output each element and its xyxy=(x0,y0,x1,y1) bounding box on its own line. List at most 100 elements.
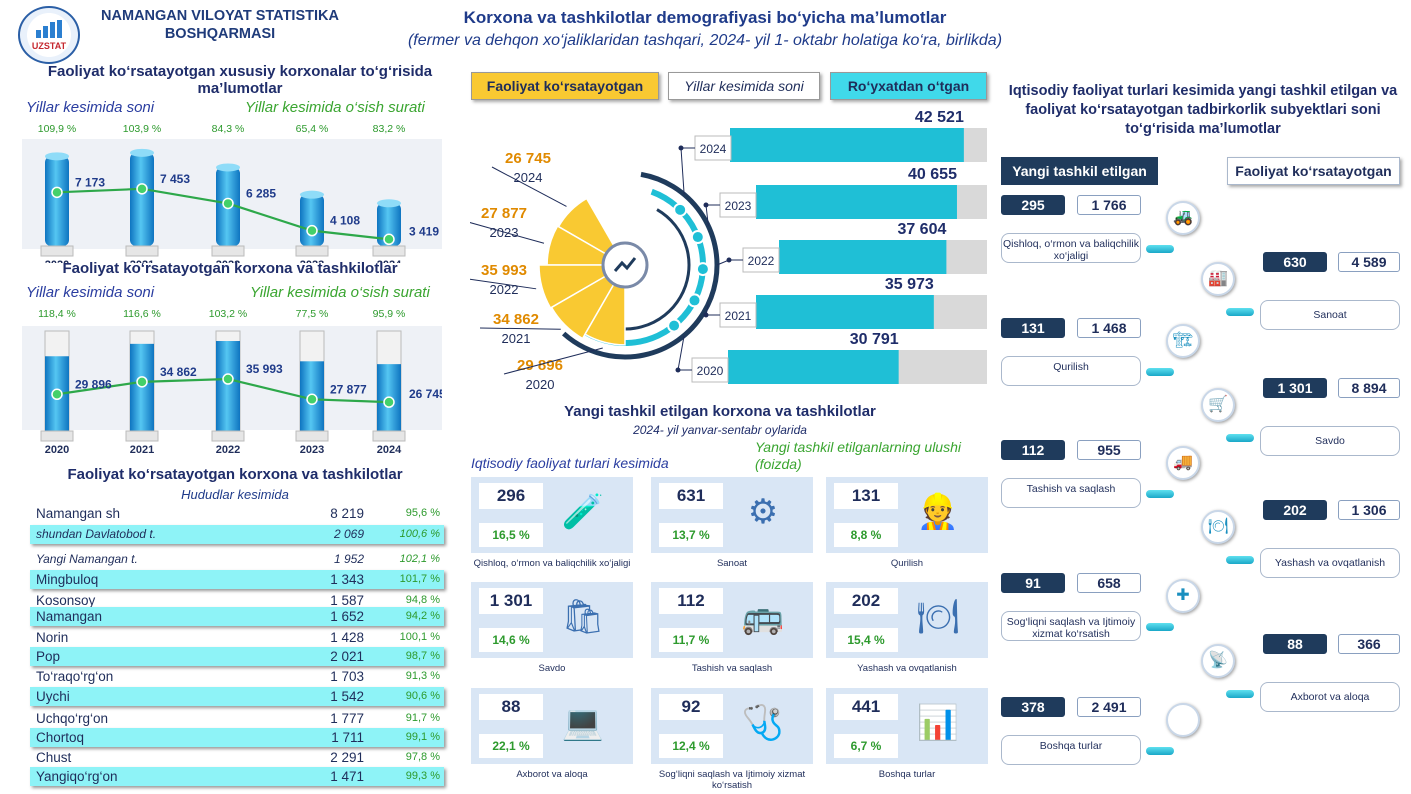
connector-pill xyxy=(1146,368,1174,376)
new-count: 91 xyxy=(1001,573,1065,593)
private-enterprises-title: Faoliyat ko‘rsatayotgan xususiy korxonal… xyxy=(47,63,433,97)
hbar-year-box xyxy=(691,357,729,383)
year-label: 2023 xyxy=(300,444,324,456)
bar-2020 xyxy=(45,156,69,246)
region-name: Chortoq xyxy=(36,730,85,745)
tile-caption: Axborot va aloqa xyxy=(516,769,588,780)
new-count: 202 xyxy=(1263,500,1327,520)
region-pct: 100,1 % xyxy=(399,631,440,643)
activity-tile: 631 13,7 % ⚙ xyxy=(651,477,813,553)
growth-label: 103,9 % xyxy=(123,123,162,135)
region-value: 1 471 xyxy=(330,769,364,784)
activity-tile: 92 12,4 % 🩺 xyxy=(651,688,813,764)
value-label: 7 173 xyxy=(75,175,105,189)
hbar-2022 xyxy=(779,240,947,274)
new-count: 88 xyxy=(1263,634,1327,654)
region-value: 1 587 xyxy=(330,593,364,608)
bar-cap xyxy=(130,148,154,157)
truck-icon: 🚚 xyxy=(1166,446,1200,480)
tractor-icon: 🚜 xyxy=(1166,201,1200,235)
region-name: Namangan xyxy=(36,609,103,624)
pie-leader xyxy=(491,166,567,207)
private-enterprises-chart: 2020 109,9 % 2021 103,9 % 2022 84,3 % 2023 65,4… xyxy=(38,123,440,263)
activity-tile: 112 11,7 % 🚌 xyxy=(651,582,813,658)
new-count: 630 xyxy=(1263,252,1327,272)
tile-caption: Qurilish xyxy=(890,558,924,569)
ring-outer xyxy=(530,170,720,360)
active-count: 2 491 xyxy=(1077,697,1141,717)
bar-2022 xyxy=(216,341,240,431)
region-row: Namangan 1 652 94,2 % xyxy=(30,607,444,626)
hbar-2024 xyxy=(730,128,964,162)
new-orgs-subtitle: 2024- yil yanvar-sentabr oylarida xyxy=(633,423,807,437)
cart-icon: 🛒 xyxy=(1201,388,1235,422)
activity-tile: 88 22,1 % 💻 xyxy=(471,688,633,764)
tile-count: 631 xyxy=(659,483,723,509)
regions-subtitle: Hududlar kesimida xyxy=(181,487,289,502)
region-value: 2 291 xyxy=(330,750,364,765)
trade-illustration: 🛍 xyxy=(561,598,605,636)
connector-dot xyxy=(675,367,681,373)
growth-label: 84,3 % xyxy=(212,123,245,135)
connector-pill xyxy=(1146,490,1174,498)
activity-tile: 1 301 14,6 % 🛍 xyxy=(471,582,633,658)
hbar-value-label: 30 791 xyxy=(850,331,899,348)
region-name: Norin xyxy=(36,630,69,645)
hbar-value-label: 35 973 xyxy=(885,276,934,293)
pie-leader xyxy=(470,278,537,290)
line-point xyxy=(222,197,234,210)
year-label: 2020 xyxy=(45,444,69,456)
tile-count: 296 xyxy=(479,483,543,509)
region-row: Uchqo‘rg‘on 1 777 91,7 % xyxy=(30,709,444,728)
region-pct: 99,3 % xyxy=(405,770,440,782)
active-count: 4 589 xyxy=(1338,252,1400,272)
region-name: Yangi Namangan t. xyxy=(36,552,138,566)
tile-caption: Sog‘liqni saqlash va Ijtimoiy xizmat ko‘… xyxy=(658,769,806,791)
hbar-year-label: 2023 xyxy=(725,199,752,213)
connector-dot xyxy=(703,312,709,318)
region-row: Namangan sh 8 219 95,6 % xyxy=(30,504,444,523)
region-row: Chust 2 291 97,8 % xyxy=(30,748,444,767)
tag-registered: Ro‘yxatdan o‘tgan xyxy=(830,72,987,100)
category-label: Yashash va ovqatlanish xyxy=(1260,548,1400,578)
tile-count: 1 301 xyxy=(479,588,543,614)
pie-year-label: 2022 xyxy=(490,282,519,297)
region-pct: 94,2 % xyxy=(405,610,440,622)
antenna-icon: 📡 xyxy=(1201,644,1235,678)
active-count: 8 894 xyxy=(1338,378,1400,398)
value-label: 26 745 xyxy=(409,387,442,401)
pie-value-label: 35 993 xyxy=(481,262,527,279)
category-label: Savdo xyxy=(1260,426,1400,456)
tile-share: 14,6 % xyxy=(479,628,543,652)
tile-share: 11,7 % xyxy=(659,628,723,652)
connector-pill xyxy=(1226,556,1254,564)
share-label: Yangi tashkil etilganlarning ulushi (foi… xyxy=(755,439,961,472)
region-row: Yangi Namangan t. 1 952 102,1 % xyxy=(30,550,444,569)
value-label: 4 108 xyxy=(330,214,360,228)
industry-illustration: ⚙ xyxy=(747,493,779,531)
tile-share: 13,7 % xyxy=(659,523,723,547)
line-point xyxy=(51,186,63,199)
value-label: 3 419 xyxy=(409,224,439,238)
connector-pill xyxy=(1146,245,1174,253)
growth-label: 95,9 % xyxy=(373,308,406,320)
region-value: 1 952 xyxy=(333,552,364,566)
tile-caption: Sanoat xyxy=(716,558,748,569)
region-value: 1 542 xyxy=(330,689,364,704)
years-radial-chart: 26 745 2024 27 877 2023 35 993 2022 34 862 2021… xyxy=(470,109,987,392)
tile-share: 15,4 % xyxy=(834,628,898,652)
count-label-mid: Yillar kesimida soni xyxy=(26,284,155,301)
tile-caption: Yashash va ovqatlanish xyxy=(857,663,957,674)
region-pct: 99,1 % xyxy=(405,731,440,743)
region-row: Norin 1 428 100,1 % xyxy=(30,628,444,647)
bar-cap xyxy=(216,163,240,172)
category-label: Sanoat xyxy=(1260,300,1400,330)
it-illustration: 💻 xyxy=(561,704,605,742)
active-count: 366 xyxy=(1338,634,1400,654)
growth-label: 116,6 % xyxy=(123,308,161,320)
active-count: 1 468 xyxy=(1077,318,1141,338)
health-illustration: 🩺 xyxy=(741,704,785,742)
region-row: Pop 2 021 98,7 % xyxy=(30,647,444,666)
tile-caption: Qishloq, o‘rmon va baliqchilik xo‘jaligi xyxy=(473,558,631,569)
growth-label-mid: Yillar kesimida o‘sish surati xyxy=(250,284,430,301)
